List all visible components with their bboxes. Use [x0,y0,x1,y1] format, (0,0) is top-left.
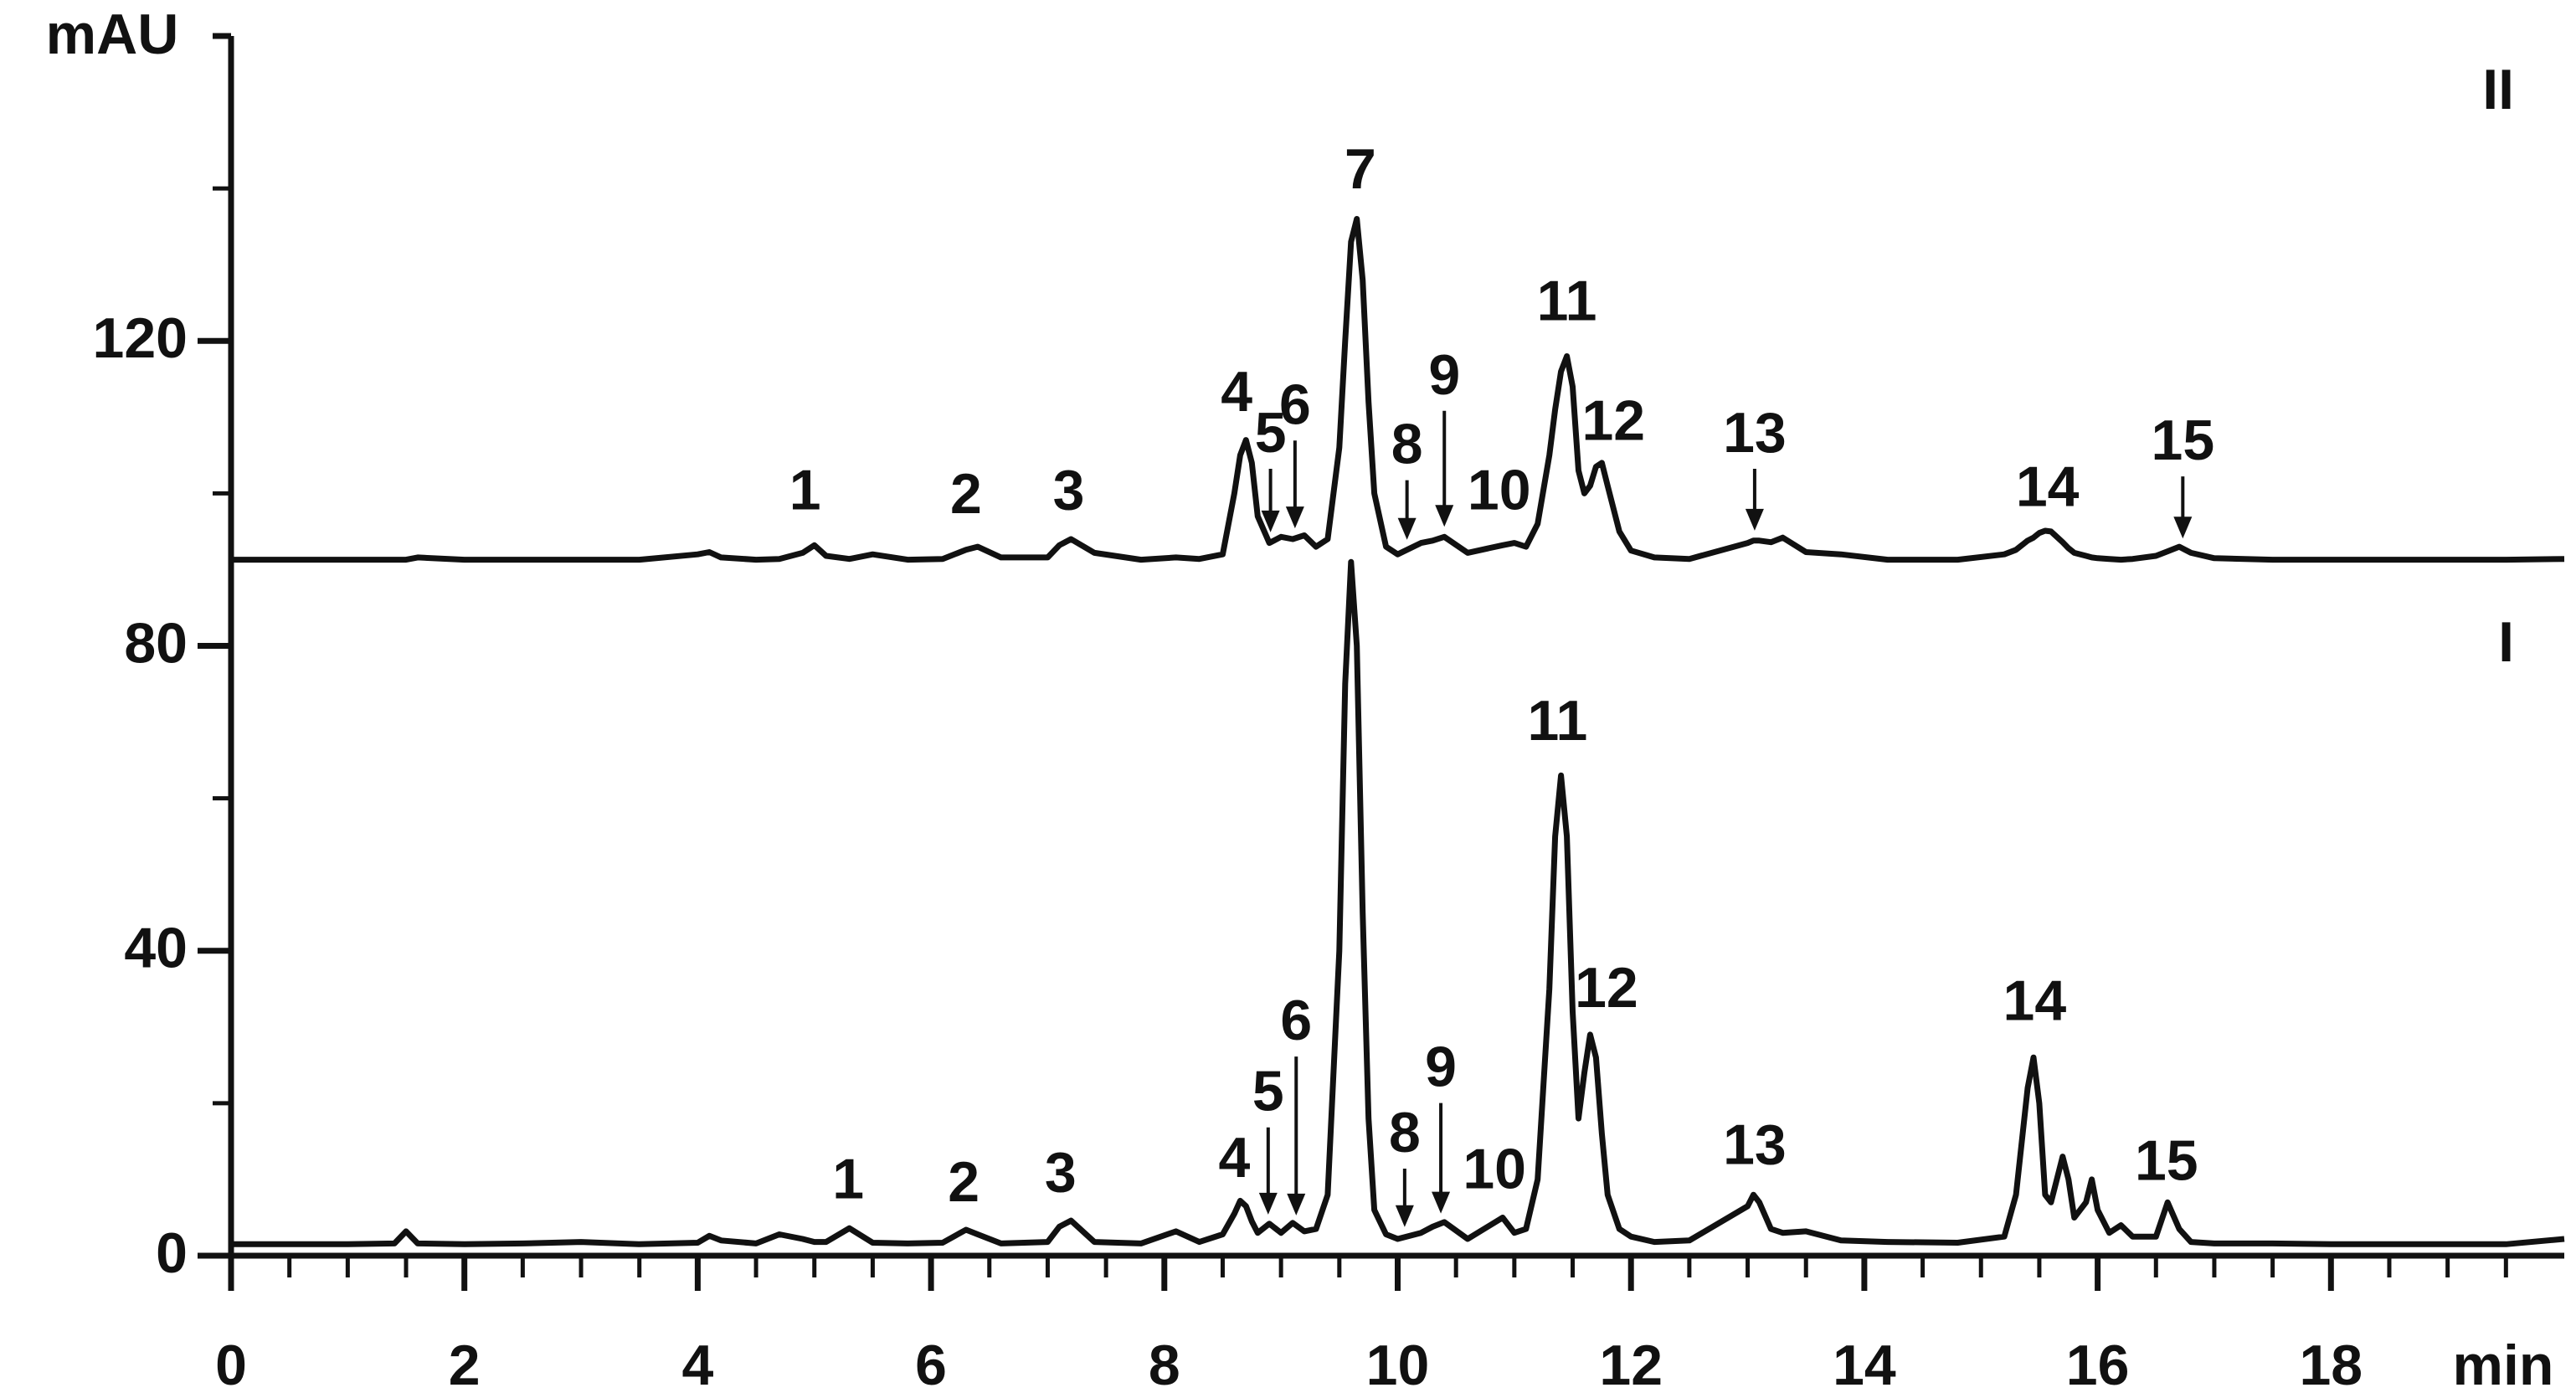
peak-arrowhead [1397,517,1417,540]
trace-name: I [2498,610,2514,674]
peak-label: 6 [1279,373,1311,436]
peak-label: 2 [950,462,982,526]
y-tick-label: 120 [93,306,188,370]
y-tick-label: 40 [124,917,188,980]
y-tick-label: 0 [156,1221,188,1285]
peak-label: 15 [2135,1129,2198,1193]
peak-label: 8 [1389,1101,1421,1164]
peak-arrowhead [1261,510,1280,532]
peak-label: 3 [1045,1140,1077,1204]
x-tick-label: 16 [2066,1334,2130,1397]
x-tick-label: 14 [1833,1334,1896,1397]
peak-label: 7 [1345,137,1376,201]
peak-label: 12 [1575,956,1638,1020]
peak-label: 13 [1723,1113,1787,1176]
peak-label: 14 [2016,455,2080,519]
trace-line [231,558,2565,1247]
x-tick-label: 4 [681,1334,713,1397]
x-tick-label: 18 [2299,1334,2363,1397]
peak-arrowhead [2173,517,2193,539]
peak-label: 11 [1527,689,1587,753]
peak-label: 1 [789,458,821,522]
peak-arrowhead [1285,506,1304,529]
peak-label: 9 [1425,1036,1457,1099]
peak-label: 1 [832,1147,864,1210]
x-tick-label: 10 [1366,1334,1430,1397]
peak-label: 15 [2152,409,2215,472]
peak-label: 5 [1252,1060,1284,1123]
peak-arrowhead [1432,1191,1451,1214]
peak-label: 10 [1468,458,1531,522]
x-axis-label: min [2453,1334,2554,1397]
peak-arrowhead [1287,1193,1306,1216]
peak-label: 13 [1723,401,1787,465]
peak-arrowhead [1745,508,1764,531]
peak-label: 2 [948,1150,979,1214]
x-tick-label: 8 [1149,1334,1180,1397]
peak-label: 10 [1463,1138,1526,1201]
peak-label: 14 [2003,969,2067,1032]
peak-label: 5 [1255,401,1287,465]
x-tick-label: 6 [915,1334,947,1397]
peak-label: 11 [1537,269,1597,332]
x-tick-label: 12 [1599,1334,1663,1397]
y-axis-label: mAU [46,3,179,66]
peak-arrowhead [1258,1192,1278,1215]
trace-line [231,216,2565,563]
y-tick-label: 80 [124,611,188,675]
peak-label: 4 [1221,360,1252,424]
peak-label: 12 [1581,388,1645,452]
peak-label: 3 [1053,458,1085,522]
peak-label: 4 [1218,1126,1250,1190]
peak-label: 8 [1391,413,1423,476]
x-tick-label: 0 [215,1334,247,1397]
peak-arrowhead [1395,1205,1414,1227]
peak-arrowhead [1435,505,1454,527]
peak-label: 6 [1280,989,1312,1052]
peak-label: 9 [1428,343,1460,407]
trace-name: II [2482,58,2514,121]
x-tick-label: 2 [449,1334,481,1397]
